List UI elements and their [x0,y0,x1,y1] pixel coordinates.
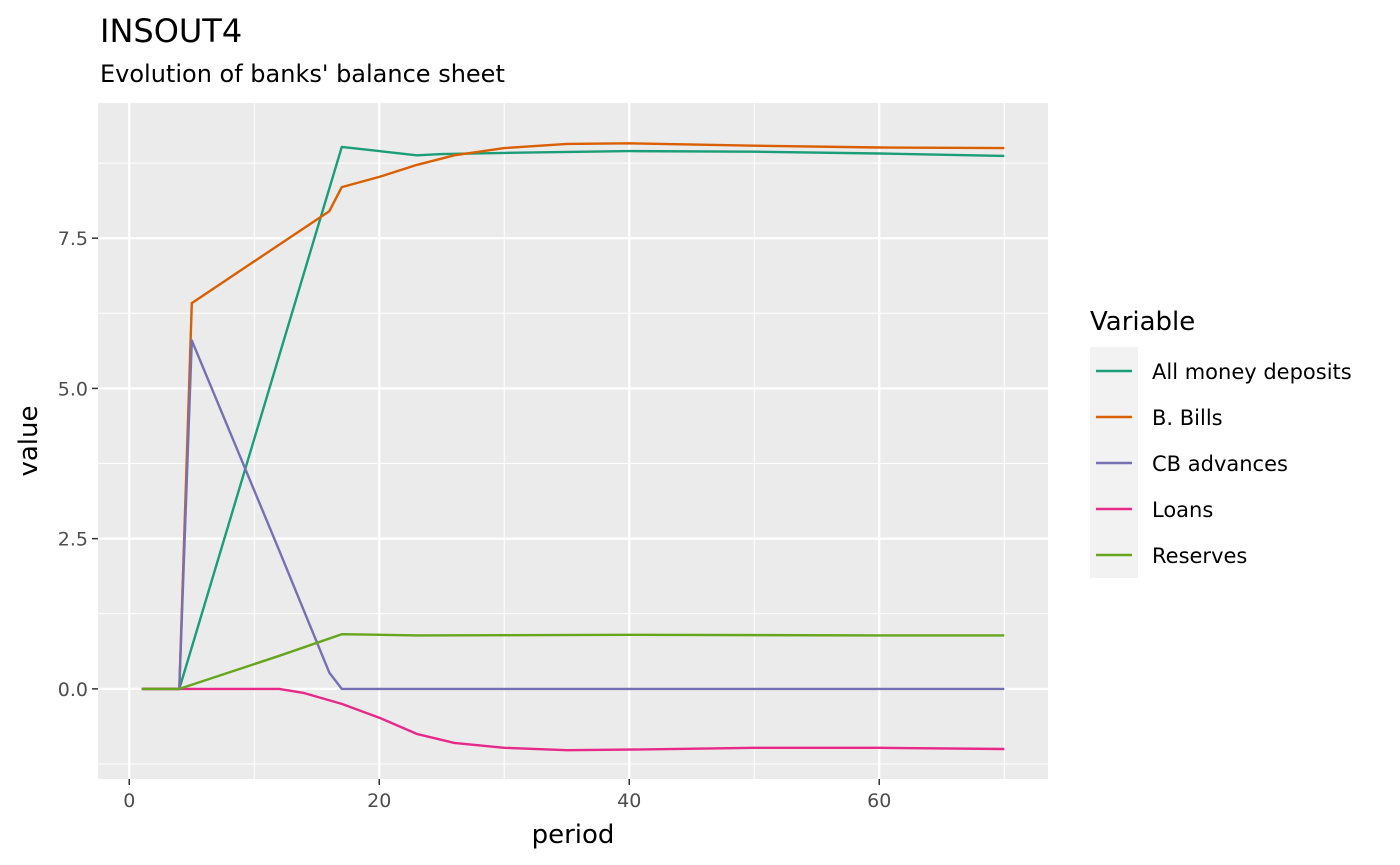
legend-items: All money deposits B. Bills CB advances Loa… [1096,360,1352,568]
chart-title: INSOUT4 [100,12,242,50]
y-axis: 0.0 2.5 5.0 7.5 [58,228,98,701]
legend-label-cb-advances: CB advances [1152,452,1288,476]
x-axis: 0 20 40 60 [123,779,891,812]
series-line-cb-advances [141,339,1005,691]
series-line-b-bills [141,142,1005,691]
grid-minor [98,103,1048,779]
series-line-reserves [141,633,1005,691]
legend-label-loans: Loans [1152,498,1213,522]
legend-label-all-money-deposits: All money deposits [1152,360,1352,384]
series-line-loans [141,687,1005,752]
series-lines [141,142,1005,752]
y-axis-title: value [14,405,44,476]
x-axis-title: period [532,820,615,850]
series-line-all-money-deposits [141,145,1005,691]
chart-subtitle: Evolution of banks' balance sheet [100,60,505,88]
y-tick-label: 2.5 [58,529,88,551]
plot-panel [98,103,1048,779]
x-tick-label: 20 [367,790,391,812]
y-tick-label: 0.0 [58,679,88,701]
legend-label-b-bills: B. Bills [1152,406,1223,430]
legend-title: Variable [1090,307,1195,337]
legend: Variable All money deposits B. Bills CB ad… [1090,307,1352,578]
legend-label-reserves: Reserves [1152,544,1247,568]
x-tick-label: 60 [867,790,891,812]
x-tick-label: 0 [123,790,135,812]
y-tick-label: 5.0 [58,378,88,400]
x-tick-label: 40 [617,790,641,812]
y-tick-label: 7.5 [58,228,88,250]
